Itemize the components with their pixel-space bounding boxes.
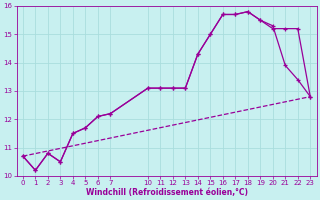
X-axis label: Windchill (Refroidissement éolien,°C): Windchill (Refroidissement éolien,°C) xyxy=(85,188,248,197)
